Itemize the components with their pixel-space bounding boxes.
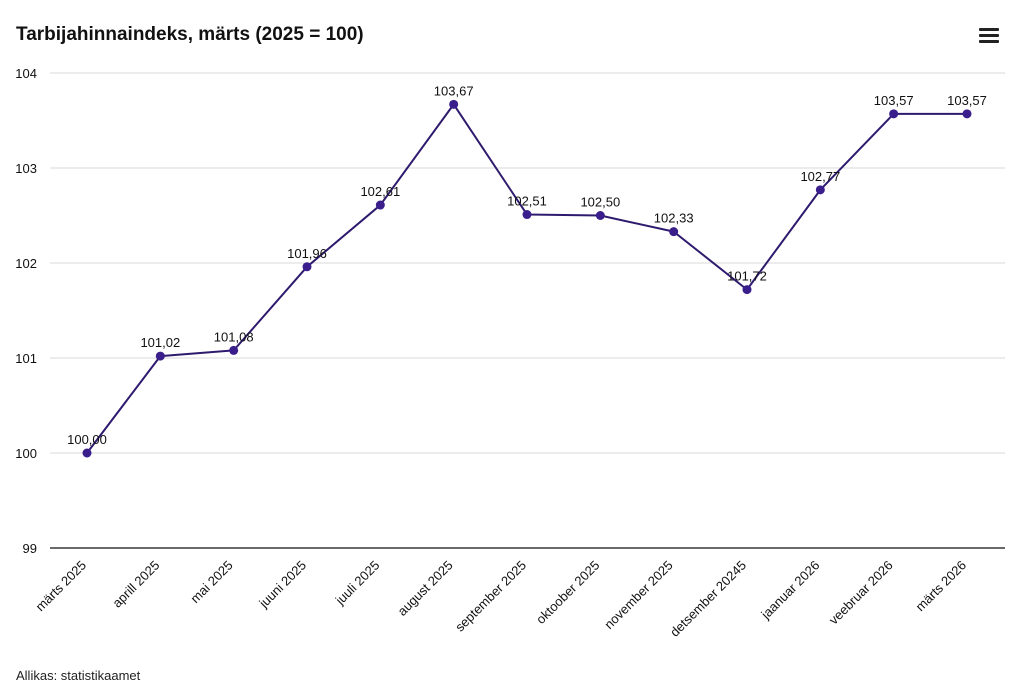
x-tick-label: juuli 2025: [332, 558, 383, 609]
x-tick-label: detsember 20245: [667, 558, 749, 640]
hamburger-menu-icon[interactable]: [976, 26, 1002, 46]
data-point[interactable]: [815, 185, 825, 195]
data-point[interactable]: [669, 227, 679, 237]
data-label: 102,51: [507, 194, 547, 209]
x-tick-label: oktoober 2025: [533, 558, 602, 627]
data-label: 103,67: [434, 83, 474, 98]
y-tick-label: 101: [15, 351, 37, 366]
x-tick-label: märts 2026: [913, 558, 970, 615]
data-point[interactable]: [889, 109, 899, 119]
data-label: 102,50: [580, 195, 620, 210]
x-tick-label: november 2025: [601, 558, 675, 632]
data-label: 102,61: [360, 184, 400, 199]
y-tick-label: 103: [15, 161, 37, 176]
data-label: 101,96: [287, 246, 327, 261]
y-tick-label: 102: [15, 256, 37, 271]
data-label: 100,00: [67, 432, 107, 447]
series-line: [86, 103, 967, 454]
y-tick-label: 104: [15, 66, 37, 81]
data-point[interactable]: [962, 109, 972, 119]
data-point[interactable]: [82, 448, 92, 458]
x-tick-label: jaanuar 2026: [757, 558, 822, 623]
data-point[interactable]: [522, 210, 532, 220]
data-label: 102,77: [800, 169, 840, 184]
data-point[interactable]: [595, 211, 605, 220]
data-label: 103,57: [947, 93, 987, 108]
data-label: 101,02: [140, 335, 180, 350]
data-point[interactable]: [229, 345, 239, 355]
x-tick-label: märts 2025: [33, 558, 90, 615]
x-tick-label: aprill 2025: [109, 558, 162, 611]
x-tick-label: september 2025: [452, 558, 529, 635]
y-tick-label: 99: [23, 541, 37, 556]
data-label: 101,72: [727, 269, 767, 284]
source-note: Allikas: statistikaamet: [16, 668, 141, 683]
chart-title: Tarbijahinnaindeks, märts (2025 = 100): [16, 24, 364, 45]
data-point[interactable]: [742, 285, 752, 295]
data-point[interactable]: [375, 200, 385, 210]
data-point[interactable]: [302, 262, 312, 272]
data-point[interactable]: [155, 351, 165, 361]
x-tick-label: mai 2025: [187, 558, 235, 606]
data-label: 102,33: [654, 211, 694, 226]
x-tick-label: veebruar 2026: [826, 558, 896, 628]
data-label: 103,57: [874, 93, 914, 108]
x-tick-label: juuni 2025: [255, 558, 309, 612]
data-point[interactable]: [449, 99, 459, 109]
x-tick-label: august 2025: [395, 558, 456, 619]
y-tick-label: 100: [15, 446, 37, 461]
data-label: 101,08: [214, 329, 254, 344]
